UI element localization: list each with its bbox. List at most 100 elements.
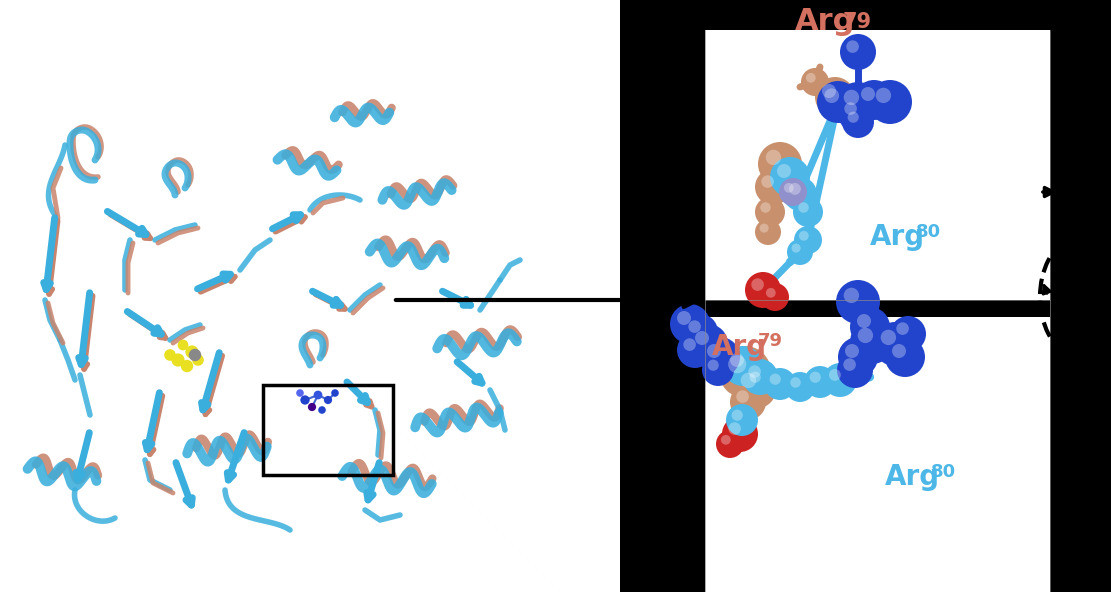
- Circle shape: [732, 410, 743, 421]
- Circle shape: [737, 390, 749, 403]
- Text: ~ 6: ~ 6: [1060, 268, 1111, 296]
- Point: [189, 355, 207, 365]
- Circle shape: [745, 272, 781, 308]
- Circle shape: [741, 373, 757, 388]
- Point: [297, 395, 314, 405]
- Circle shape: [729, 422, 741, 435]
- Circle shape: [804, 366, 835, 398]
- Circle shape: [765, 150, 781, 165]
- Point: [187, 350, 204, 360]
- Point: [183, 348, 201, 357]
- Circle shape: [815, 77, 855, 117]
- Circle shape: [719, 346, 771, 398]
- Circle shape: [843, 90, 859, 105]
- Circle shape: [770, 374, 781, 385]
- Circle shape: [794, 226, 822, 254]
- Circle shape: [733, 365, 777, 409]
- Circle shape: [810, 372, 821, 383]
- Circle shape: [725, 404, 758, 436]
- Circle shape: [817, 81, 859, 123]
- Circle shape: [843, 358, 855, 371]
- Circle shape: [842, 106, 874, 138]
- Circle shape: [728, 355, 747, 374]
- Circle shape: [777, 164, 791, 178]
- Circle shape: [799, 231, 809, 241]
- Circle shape: [823, 363, 857, 397]
- Circle shape: [835, 280, 880, 324]
- Circle shape: [798, 202, 809, 213]
- Circle shape: [670, 304, 710, 344]
- Circle shape: [824, 88, 839, 103]
- Circle shape: [683, 338, 695, 351]
- Circle shape: [702, 354, 734, 386]
- Circle shape: [758, 142, 802, 186]
- Point: [327, 388, 344, 398]
- Circle shape: [715, 430, 744, 458]
- Text: 79: 79: [843, 12, 872, 32]
- Circle shape: [844, 102, 857, 115]
- Bar: [705, 317, 1050, 592]
- Circle shape: [857, 314, 871, 328]
- Bar: [263, 385, 393, 475]
- Circle shape: [801, 68, 829, 96]
- Circle shape: [843, 288, 859, 303]
- Circle shape: [791, 243, 801, 253]
- Circle shape: [730, 353, 744, 367]
- Circle shape: [721, 435, 731, 445]
- Circle shape: [751, 278, 764, 291]
- Circle shape: [722, 416, 758, 452]
- Circle shape: [790, 377, 801, 388]
- Point: [313, 406, 331, 415]
- Circle shape: [881, 330, 897, 345]
- Text: 80: 80: [931, 463, 957, 481]
- Circle shape: [829, 369, 841, 381]
- Text: Arg: Arg: [870, 223, 925, 251]
- Text: Arg: Arg: [885, 463, 940, 491]
- Circle shape: [749, 365, 761, 378]
- Circle shape: [744, 366, 775, 398]
- Circle shape: [695, 331, 709, 345]
- Circle shape: [755, 197, 785, 227]
- Circle shape: [835, 82, 880, 126]
- Circle shape: [770, 157, 810, 197]
- Circle shape: [785, 372, 815, 402]
- Circle shape: [742, 359, 778, 395]
- Circle shape: [875, 88, 891, 103]
- Circle shape: [868, 80, 912, 124]
- Circle shape: [708, 359, 719, 371]
- Circle shape: [723, 346, 763, 386]
- Circle shape: [838, 96, 874, 132]
- Circle shape: [787, 239, 813, 265]
- Circle shape: [730, 384, 765, 420]
- Text: 79: 79: [758, 332, 783, 350]
- Circle shape: [750, 372, 761, 383]
- Circle shape: [840, 34, 875, 70]
- Circle shape: [760, 224, 769, 233]
- Text: 80: 80: [915, 223, 941, 241]
- Circle shape: [848, 112, 859, 123]
- Circle shape: [838, 337, 878, 377]
- Point: [303, 403, 321, 412]
- Text: Arg: Arg: [712, 333, 767, 361]
- Circle shape: [885, 337, 925, 377]
- Circle shape: [850, 320, 894, 364]
- Circle shape: [784, 183, 793, 193]
- Circle shape: [689, 320, 701, 333]
- Circle shape: [764, 368, 795, 400]
- Circle shape: [677, 332, 713, 368]
- Point: [169, 355, 187, 365]
- Circle shape: [761, 283, 789, 311]
- Circle shape: [783, 177, 817, 211]
- Circle shape: [700, 337, 740, 377]
- Circle shape: [847, 40, 859, 53]
- Point: [178, 361, 196, 371]
- Circle shape: [765, 288, 775, 298]
- Circle shape: [789, 183, 801, 195]
- Point: [291, 388, 309, 398]
- Circle shape: [779, 178, 807, 206]
- Point: [309, 390, 327, 400]
- Circle shape: [892, 344, 905, 358]
- Circle shape: [682, 314, 718, 350]
- Bar: [705, 30, 1050, 300]
- Circle shape: [755, 169, 791, 205]
